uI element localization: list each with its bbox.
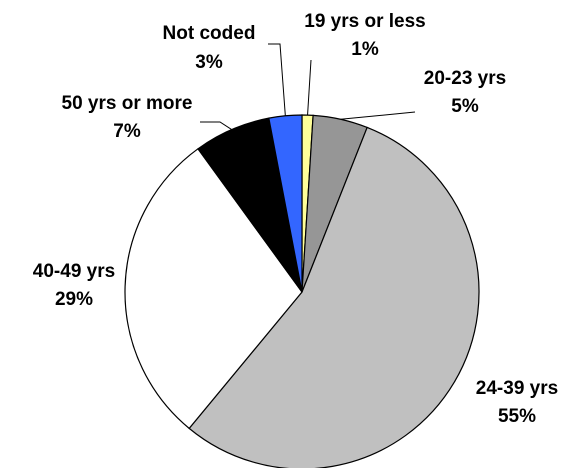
leader-line-19-yrs-or-less (307, 59, 312, 116)
slice-category-label: 20-23 yrs (424, 68, 506, 89)
slice-category-label: 40-49 yrs (33, 261, 115, 282)
leader-lines (200, 43, 416, 130)
leader-line-20-23-yrs (340, 111, 416, 120)
leader-line-50-yrs-or-more (200, 121, 232, 130)
slice-category-label: 19 yrs or less (304, 11, 425, 32)
slice-category-label: 50 yrs or more (62, 93, 193, 114)
slice-label-20-23-yrs: 20-23 yrs 5% (424, 68, 506, 117)
slice-category-label: 24-39 yrs (476, 378, 558, 399)
pie-slice-40-49-yrs (124, 147, 303, 430)
pie-slices (124, 114, 480, 468)
slice-percent-label: 7% (113, 121, 141, 142)
slice-label-not-coded: Not coded 3% (163, 23, 256, 73)
leader-line-not-coded (268, 43, 286, 116)
slice-percent-label: 5% (451, 96, 479, 117)
slice-category-label: Not coded (163, 23, 256, 44)
slice-percent-label: 55% (498, 406, 536, 427)
slice-label-40-49-yrs: 40-49 yrs 29% (33, 261, 115, 310)
slice-label-24-39-yrs: 24-39 yrs 55% (476, 378, 558, 427)
slice-label-19-yrs-or-less: 19 yrs or less 1% (304, 11, 425, 60)
slice-percent-label: 29% (55, 289, 93, 310)
slice-label-50-yrs-or-more: 50 yrs or more 7% (62, 93, 193, 142)
pie-slice-24-39-yrs (188, 126, 480, 468)
slice-percent-label: 3% (195, 52, 223, 73)
slice-percent-label: 1% (351, 39, 379, 60)
